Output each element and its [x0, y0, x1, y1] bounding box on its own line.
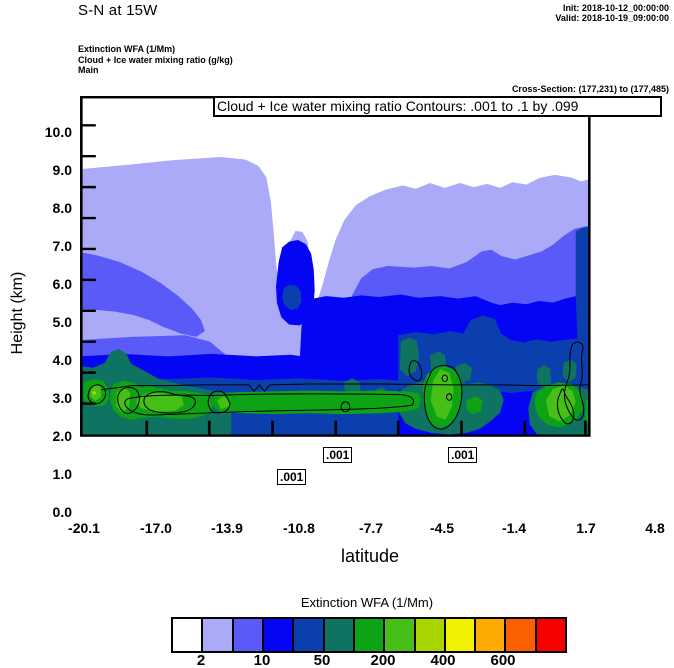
legend-color-cell	[173, 619, 202, 651]
x-tick-label: -1.4	[501, 520, 527, 536]
y-tick-label: 4.0	[52, 352, 72, 368]
valid-time-label: Valid: 2018-10-19_09:00:00	[555, 13, 669, 23]
contour-squiggle-far-right	[556, 388, 575, 425]
legend-color-cell	[231, 619, 262, 651]
region-teal-finger	[399, 337, 420, 376]
region-lightgreen-core	[430, 369, 454, 420]
legend-color-cell	[534, 619, 566, 651]
y-tick-label: 3.0	[52, 390, 72, 406]
legend-tick-label: 10	[253, 652, 271, 668]
region-yellowgreen-dot	[92, 391, 96, 395]
contour-oval	[117, 386, 140, 414]
cloud-contour-lines	[87, 341, 589, 430]
contour-oval	[87, 384, 106, 405]
legend-color-cell	[504, 619, 535, 651]
field-cloud-ice-label: Cloud + Ice water mixing ratio (g/kg)	[78, 54, 233, 65]
region-blue-tongue	[276, 240, 315, 326]
y-tick-label: 0.0	[52, 504, 72, 520]
y-axis-title: Height (km)	[9, 271, 26, 355]
cross-section-coords: Cross-Section: (177,231) to (177,485)	[511, 84, 669, 94]
contour-squiggle-far-right	[563, 341, 585, 421]
x-tick-label: -17.0	[140, 520, 172, 536]
legend-tick-label: 400	[430, 652, 456, 668]
x-tick-label: -4.5	[429, 520, 455, 536]
legend-color-cell	[201, 619, 232, 651]
region-lightgreen-core	[217, 396, 230, 410]
legend-color-cell	[292, 619, 323, 651]
x-tick-label: 1.7	[576, 520, 596, 536]
region-lightgreen-core	[545, 385, 576, 422]
legend-color-cell	[261, 619, 293, 651]
y-tick-label: 5.0	[52, 314, 72, 330]
legend-colorbar	[171, 617, 567, 653]
x-tick-label: -20.1	[68, 520, 100, 536]
y-tick-label: 6.0	[52, 276, 72, 292]
contour-plot	[80, 96, 591, 437]
legend-tick-label: 200	[370, 652, 396, 668]
legend-color-cell	[443, 619, 475, 651]
contour-value-label: .001	[448, 447, 478, 463]
region-slate-tongue	[82, 252, 205, 337]
legend-color-cell	[322, 619, 353, 651]
legend-color-cell	[352, 619, 384, 651]
region-lightgreen-core	[136, 392, 184, 412]
region-navy-right-column	[572, 226, 589, 435]
page-title: S-N at 15W	[78, 2, 158, 19]
legend-title: Extinction WFA (1/Mm)	[300, 595, 434, 610]
y-tick-label: 10.0	[44, 124, 72, 140]
y-tick-label: 9.0	[52, 162, 72, 178]
x-tick-label: 4.8	[645, 520, 665, 536]
field-list: Extinction WFA (1/Mm) Cloud + Ice water …	[78, 44, 233, 76]
axis-ticks	[80, 124, 587, 436]
field-main-label: Main	[78, 65, 99, 75]
contour-line-long	[101, 383, 589, 393]
x-tick-label: -10.8	[283, 520, 315, 536]
legend-color-cell	[413, 619, 444, 651]
y-tick-label: 7.0	[52, 238, 72, 254]
y-tick-label: 2.0	[52, 428, 72, 444]
region-green-edge-strip	[585, 399, 589, 424]
y-tick-label: 1.0	[52, 466, 72, 482]
contour-small-circle	[340, 401, 351, 413]
x-axis-title: latitude	[340, 546, 400, 566]
x-tick-label: -7.7	[358, 520, 384, 536]
run-times: Init: 2018-10-12_00:00:00 Valid: 2018-10…	[555, 3, 669, 23]
contour-small	[408, 360, 423, 382]
region-teal-finger	[537, 365, 552, 389]
contour-loop-right	[423, 365, 463, 430]
region-navy-spot	[282, 284, 302, 310]
contour-oval	[143, 391, 196, 414]
contour-value-label: .001	[277, 469, 307, 485]
legend-color-cell	[383, 619, 414, 651]
legend-tick-label: 600	[490, 652, 516, 668]
contour-title-box: Cloud + Ice water mixing ratio Contours:…	[213, 96, 662, 117]
init-time-label: Init: 2018-10-12_00:00:00	[562, 3, 669, 13]
y-tick-label: 8.0	[52, 200, 72, 216]
contour-small-circle	[441, 374, 448, 382]
legend-tick-label: 2	[196, 652, 206, 668]
filled-contour-regions	[82, 157, 589, 435]
legend-tick-label: 50	[313, 652, 331, 668]
contour-value-label: .001	[323, 447, 353, 463]
legend-color-cell	[474, 619, 505, 651]
x-tick-label: -13.9	[211, 520, 243, 536]
contour-small-circle	[446, 393, 453, 401]
contour-oval	[207, 390, 231, 414]
region-green-small	[465, 396, 483, 415]
field-extinction-label: Extinction WFA (1/Mm)	[78, 44, 176, 54]
